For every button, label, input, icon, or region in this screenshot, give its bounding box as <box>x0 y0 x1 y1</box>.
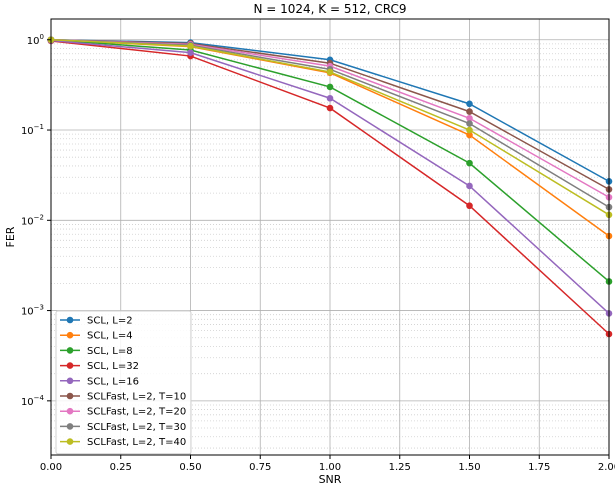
x-tick-label: 1.00 <box>319 462 341 473</box>
data-point <box>466 159 473 167</box>
x-tick-label: 0.50 <box>179 462 201 473</box>
x-tick-label: 0.75 <box>249 462 271 473</box>
data-point <box>466 182 473 190</box>
legend-item: SCL, L=16 <box>60 376 139 387</box>
y-tick-label: 10−3 <box>21 304 44 318</box>
legend-label: SCLFast, L=2, T=40 <box>87 437 186 448</box>
legend-swatch-marker <box>66 362 74 369</box>
legend-item: SCLFast, L=2, T=20 <box>60 407 186 418</box>
data-point <box>466 126 473 134</box>
data-point <box>326 68 334 76</box>
legend-label: SCLFast, L=2, T=20 <box>87 407 186 418</box>
series-group <box>47 36 613 338</box>
data-point <box>187 42 194 50</box>
series-9 <box>47 36 613 219</box>
x-tick-label: 0.25 <box>110 462 132 473</box>
legend-item: SCLFast, L=2, T=10 <box>60 392 186 403</box>
x-axis-label: SNR <box>319 473 342 486</box>
legend-swatch-marker <box>66 392 74 400</box>
data-point <box>466 108 473 115</box>
x-tick-label: 0.00 <box>40 462 62 473</box>
y-tick-label: 10−1 <box>21 123 44 137</box>
legend-swatch-marker <box>66 438 74 445</box>
legend-label: SCL, L=8 <box>87 346 133 357</box>
legend-item: SCLFast, L=2, T=30 <box>60 422 186 433</box>
legend-swatch-marker <box>66 377 74 385</box>
legend: SCL, L=2 SCL, L=4 SCL, L=8 SCL, L=32 SCL, L=… <box>55 310 192 455</box>
legend-label: SCL, L=16 <box>87 376 139 387</box>
legend-swatch-marker <box>66 407 74 415</box>
legend-item: SCL, L=4 <box>60 331 133 342</box>
y-axis: 100 10−1 10−2 10−3 10−4 <box>21 33 51 408</box>
x-tick-label: 1.25 <box>389 462 411 473</box>
data-point <box>466 131 473 139</box>
y-tick-label: 10−4 <box>21 394 45 408</box>
x-tick-label: 1.75 <box>528 462 550 473</box>
legend-swatch-marker <box>66 331 74 339</box>
legend-label: SCL, L=32 <box>87 361 139 372</box>
legend-swatch-marker <box>66 347 74 354</box>
data-point <box>326 94 334 102</box>
legend-label: SCL, L=2 <box>87 316 133 327</box>
legend-item: SCL, L=8 <box>60 346 133 357</box>
legend-swatch-marker <box>66 423 74 430</box>
y-tick-label: 10−2 <box>21 213 44 227</box>
legend-swatch-marker <box>66 316 74 324</box>
chart-title: N = 1024, K = 512, CRC9 <box>253 2 406 16</box>
data-point <box>466 120 473 127</box>
legend-item: SCL, L=32 <box>60 361 139 372</box>
x-tick-label: 1.50 <box>458 462 480 473</box>
legend-label: SCL, L=4 <box>87 331 133 342</box>
x-tick-label: 2.00 <box>598 462 615 473</box>
data-point <box>187 49 194 56</box>
y-tick-label: 100 <box>27 33 44 47</box>
x-axis: 0.00 0.25 0.50 0.75 1.00 1.25 1.50 1.75 2.00 <box>40 455 615 473</box>
legend-label: SCLFast, L=2, T=30 <box>87 422 186 433</box>
legend-item: SCL, L=2 <box>60 316 133 327</box>
y-axis-label: FER <box>4 226 17 247</box>
data-point <box>466 100 473 108</box>
data-point <box>466 114 473 122</box>
data-point <box>466 202 473 210</box>
data-point <box>326 83 334 91</box>
legend-item: SCLFast, L=2, T=40 <box>60 437 186 448</box>
data-point <box>326 104 334 112</box>
legend-label: SCLFast, L=2, T=10 <box>87 392 186 403</box>
legend-box <box>55 310 192 455</box>
